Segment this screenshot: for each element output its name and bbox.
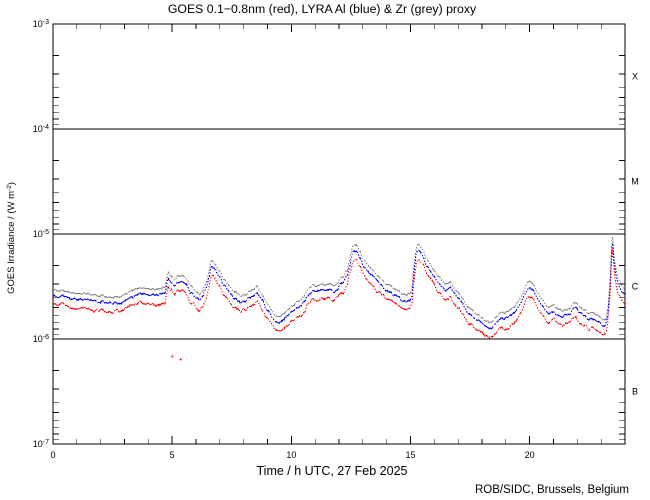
svg-text:10: 10 — [286, 450, 296, 460]
svg-text:0: 0 — [50, 450, 55, 460]
svg-text:5: 5 — [170, 450, 175, 460]
svg-text:20: 20 — [525, 450, 535, 460]
svg-text:GOES Irradiance / (W m-2): GOES Irradiance / (W m-2) — [6, 182, 18, 294]
svg-text:X: X — [632, 72, 638, 82]
svg-text:15: 15 — [405, 450, 415, 460]
svg-text:Time / h UTC, 27 Feb 2025: Time / h UTC, 27 Feb 2025 — [257, 464, 408, 478]
svg-text:ROB/SIDC, Brussels, Belgium: ROB/SIDC, Brussels, Belgium — [475, 484, 629, 496]
svg-text:M: M — [631, 177, 639, 187]
svg-text:C: C — [632, 282, 639, 292]
svg-text:GOES 0.1−0.8nm (red), LYRA Al: GOES 0.1−0.8nm (red), LYRA Al (blue) & Z… — [168, 2, 477, 16]
svg-text:B: B — [632, 387, 638, 397]
